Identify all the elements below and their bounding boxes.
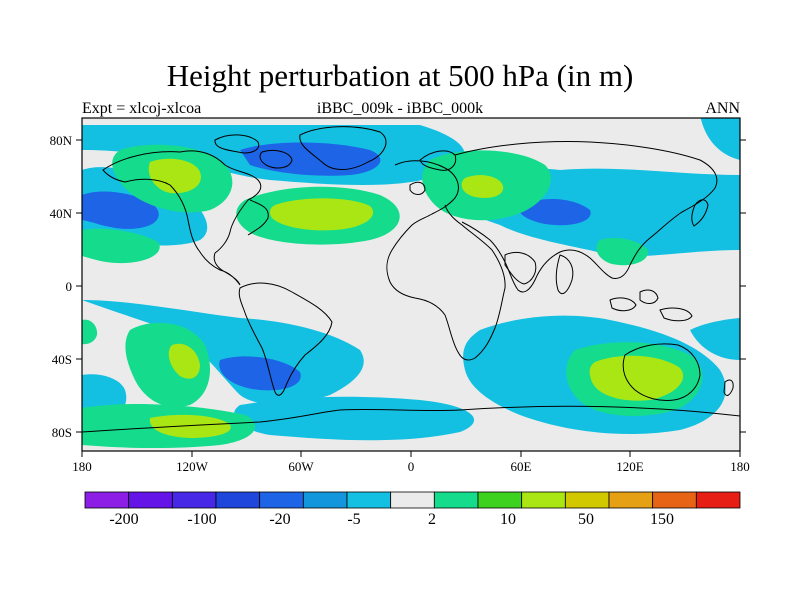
colorbar-label: 2: [428, 511, 436, 528]
lon-label-180w: 180: [72, 459, 92, 474]
lat-tick-marks: [76, 139, 746, 433]
lat-label-80n: 80N: [50, 133, 73, 148]
lon-label-120e: 120E: [616, 459, 644, 474]
colorbar-cell: [171, 491, 217, 509]
difference-label: iBBC_009k - iBBC_000k: [316, 100, 484, 117]
experiment-label: Expt = xlcoj-xlcoa: [82, 100, 202, 117]
colorbar-cell: [259, 491, 304, 509]
season-label: ANN: [705, 100, 740, 117]
lon-label-0: 0: [408, 459, 415, 474]
lat-labels: 80N 40N 0 40S 80S: [50, 133, 73, 440]
colorbar-label: 150: [650, 511, 674, 528]
lon-tick-marks: [81, 451, 741, 457]
lat-label-80s: 80S: [52, 425, 72, 440]
colorbar-cell: [128, 491, 173, 509]
colorbar-label: -100: [187, 511, 216, 528]
colorbar-cell: [215, 491, 261, 509]
colorbar-cell: [608, 491, 654, 509]
coastlines: [82, 126, 740, 433]
strong-positive-regions: [148, 158, 684, 438]
lat-label-0: 0: [66, 279, 73, 294]
lon-labels: 180 120W 60W 0 60E 120E 180: [72, 459, 750, 474]
colorbar-label: -5: [347, 511, 360, 528]
colorbar-labels: -200 -100 -20 -5 2 10 50 150: [109, 511, 674, 528]
colorbar-cell: [521, 491, 566, 509]
colorbar-cell: [695, 491, 741, 509]
colorbar-cell: [433, 491, 479, 509]
colorbar-cell: [346, 491, 392, 509]
colorbar-label: 10: [500, 511, 516, 528]
colorbar-cell: [84, 491, 130, 509]
lat-label-40n: 40N: [50, 206, 73, 221]
colorbar-cell: [302, 491, 348, 509]
colorbar-cell: [652, 491, 697, 509]
plot-title: Height perturbation at 500 hPa (in m): [166, 58, 634, 93]
lon-label-60e: 60E: [511, 459, 532, 474]
colorbar: [84, 491, 741, 509]
colorbar-cell: [477, 491, 523, 509]
colorbar-label: 50: [578, 511, 594, 528]
colorbar-cell: [564, 491, 610, 509]
lon-label-120w: 120W: [176, 459, 209, 474]
colorbar-cell: [390, 491, 435, 509]
colorbar-label: -200: [109, 511, 138, 528]
lon-label-180e: 180: [730, 459, 750, 474]
colorbar-label: -20: [269, 511, 290, 528]
map-panel: [82, 118, 740, 451]
lat-label-40s: 40S: [52, 352, 72, 367]
lon-label-60w: 60W: [288, 459, 314, 474]
